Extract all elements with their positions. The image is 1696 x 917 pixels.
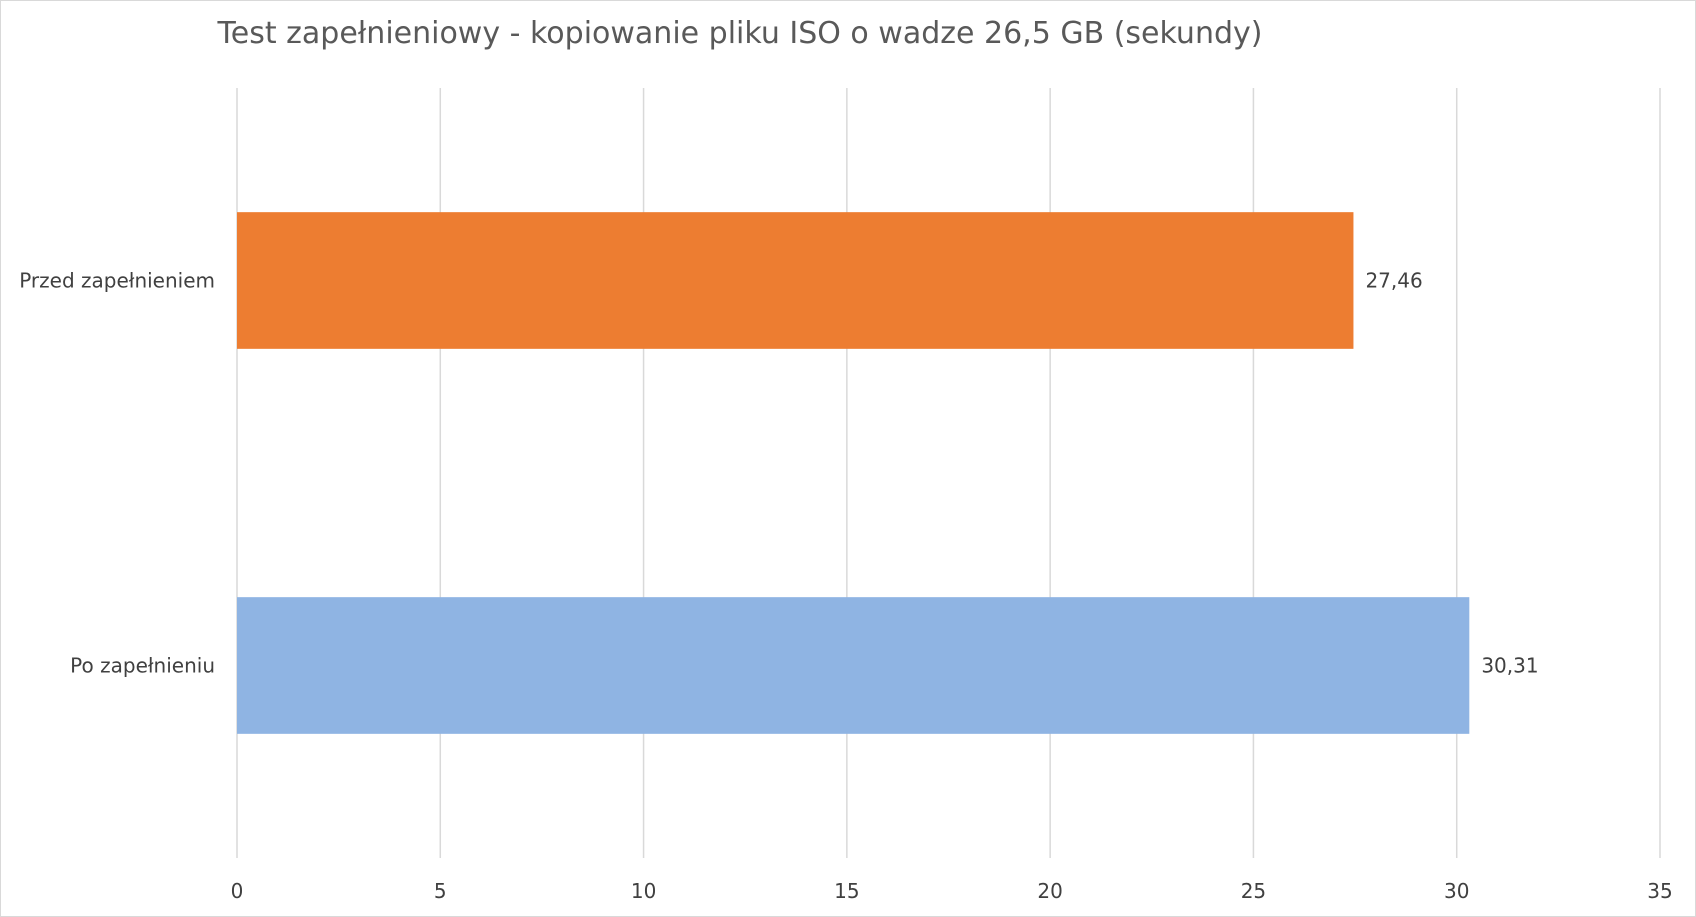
labels: 0 5 10 15 20 25 30 35 Przed zapełnieniem 27,46 Po … <box>19 269 1673 904</box>
bar-1 <box>237 212 1354 349</box>
x-tick-label-10: 10 <box>631 879 656 903</box>
category-label-1: Przed zapełnieniem <box>19 269 215 293</box>
chart-title: Test zapełnieniowy - kopiowanie pliku IS… <box>217 16 1263 51</box>
data-label-2: 30,31 <box>1481 654 1538 678</box>
x-tick-label-35: 35 <box>1647 879 1672 903</box>
x-tick-label-20: 20 <box>1037 879 1062 903</box>
x-tick-label-15: 15 <box>834 879 859 903</box>
x-tick-label-0: 0 <box>231 879 244 903</box>
bar-2 <box>237 597 1470 734</box>
x-tick-label-30: 30 <box>1444 879 1469 903</box>
category-label-2: Po zapełnieniu <box>70 654 215 678</box>
x-tick-label-25: 25 <box>1241 879 1266 903</box>
bars <box>237 212 1470 734</box>
gridlines <box>236 88 1661 858</box>
x-tick-label-5: 5 <box>434 879 447 903</box>
data-label-1: 27,46 <box>1365 269 1422 293</box>
